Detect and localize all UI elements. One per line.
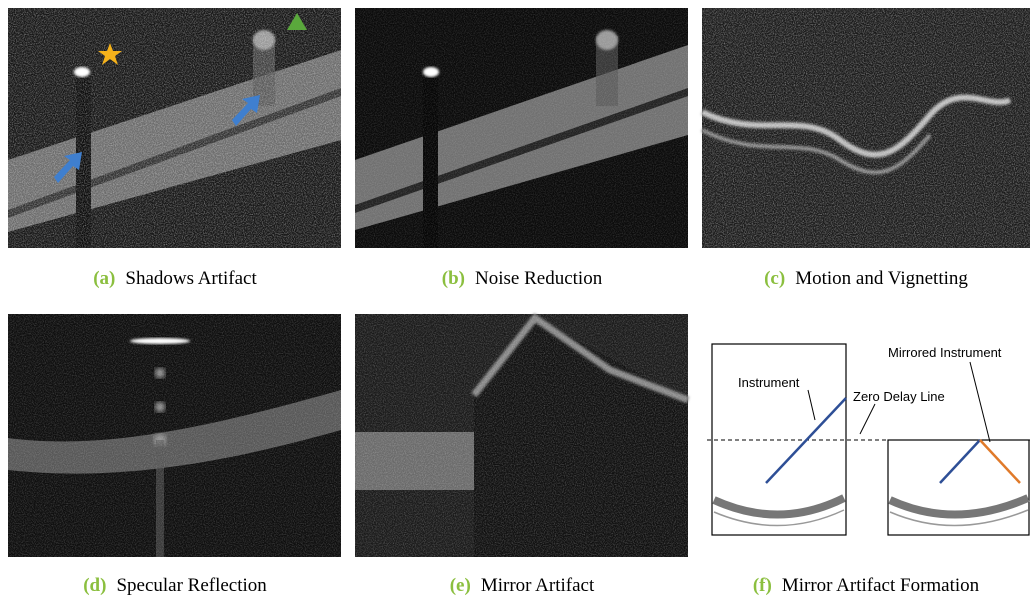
caption: (a) Shadows Artifact [93, 268, 257, 289]
caption-caption: Mirror Artifact Formation [782, 575, 980, 596]
image-b [355, 8, 688, 248]
instrument-label: Instrument [738, 375, 800, 390]
caption-label: (b) [442, 268, 465, 289]
image-e [355, 314, 688, 557]
caption-caption: Noise Reduction [475, 268, 603, 289]
figure: Instrument Zero Delay Line Mirrored Inst… [0, 0, 1030, 599]
caption-label: (f) [753, 575, 772, 596]
caption-label: (d) [83, 575, 106, 596]
mirrored-label: Mirrored Instrument [888, 345, 1002, 360]
diagram-f [707, 344, 1030, 535]
caption-label: (a) [93, 268, 115, 289]
caption-caption: Shadows Artifact [125, 268, 257, 289]
caption: (f) Mirror Artifact Formation [753, 575, 980, 596]
caption: (d) Specular Reflection [83, 575, 267, 596]
caption: (e) Mirror Artifact [450, 575, 595, 596]
image-d [8, 314, 341, 557]
caption-label: (e) [450, 575, 471, 596]
image-a [8, 8, 341, 248]
caption: (b) Noise Reduction [442, 268, 603, 289]
caption-caption: Specular Reflection [116, 575, 267, 596]
page: {"panels":[ {"label":"(a)","caption":"Sh… [0, 0, 1030, 599]
image-c [702, 8, 1030, 248]
caption-caption: Motion and Vignetting [795, 268, 968, 289]
zero-delay-label: Zero Delay Line [853, 389, 945, 404]
caption-label: (c) [764, 268, 785, 289]
caption-caption: Mirror Artifact [481, 575, 595, 596]
caption: (c) Motion and Vignetting [764, 268, 968, 289]
